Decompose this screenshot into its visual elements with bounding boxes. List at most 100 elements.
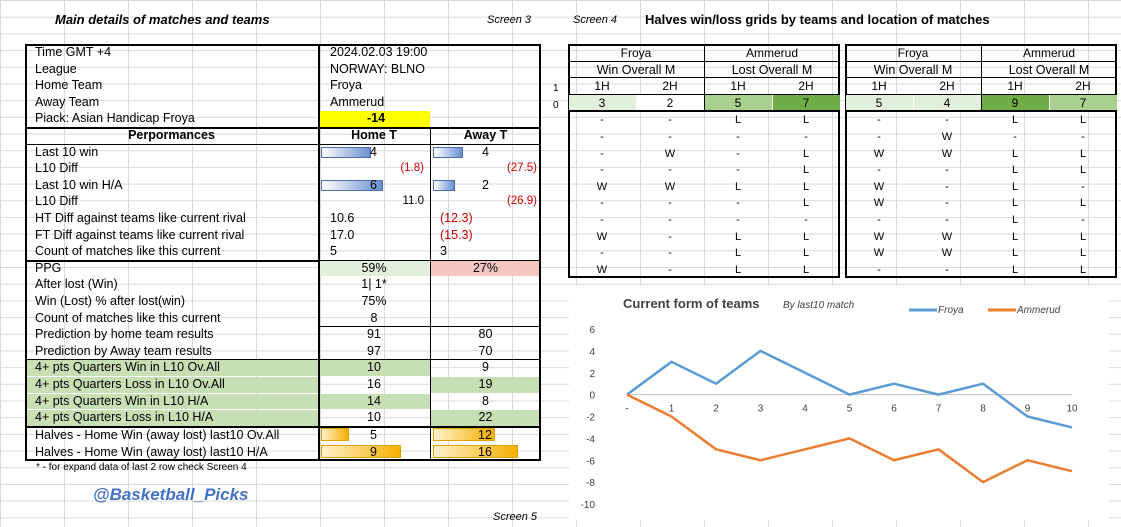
grid-result-cell: L bbox=[1011, 214, 1019, 226]
quarter-away-value: 8 bbox=[482, 393, 489, 408]
ppg-home-value: 8 bbox=[370, 310, 378, 325]
ppg-away-value bbox=[430, 276, 541, 293]
home-data-bar bbox=[321, 179, 383, 191]
grid-result-cell: - bbox=[804, 214, 808, 226]
grid-result-cell: - bbox=[736, 147, 740, 160]
perf-away-value: (27.5) bbox=[506, 162, 537, 175]
grid-result-cell: L bbox=[802, 247, 810, 260]
halves-row-label: Halves - Home Win (away lost) last10 Ov.… bbox=[35, 427, 280, 442]
ppg-row-label: Count of matches like this current bbox=[35, 310, 221, 325]
grid-result-cell: W bbox=[664, 147, 676, 160]
grid-result-cell: - bbox=[1013, 131, 1017, 143]
grid-result-cell: W bbox=[873, 247, 885, 260]
grid-result-cell: - bbox=[600, 114, 604, 127]
perf-away-value: 2 bbox=[482, 177, 489, 192]
y-tick-label: -4 bbox=[586, 434, 595, 445]
perf-away-value: (26.9) bbox=[506, 195, 537, 208]
grid-result-cell: L bbox=[1011, 180, 1019, 193]
halves-away-bar bbox=[433, 445, 518, 459]
grid-result-cell: - bbox=[945, 214, 949, 226]
grid-half-label: 1H bbox=[871, 79, 887, 94]
ppg-row-label: Prediction by Away team results bbox=[35, 343, 212, 358]
detail-label: Away Team bbox=[35, 94, 100, 109]
grid-result-cell: L bbox=[1079, 197, 1087, 210]
grid-result-cell: L bbox=[1079, 147, 1087, 160]
quarter-away-fill bbox=[431, 377, 539, 393]
grid-count: 3 bbox=[598, 95, 606, 110]
grid-result-cell: - bbox=[1081, 180, 1085, 193]
row-marker-0: 0 bbox=[553, 100, 559, 111]
grid-count-fill bbox=[773, 94, 840, 111]
grid-count: 7 bbox=[802, 95, 810, 110]
grid-result-cell: L bbox=[1011, 247, 1019, 260]
grid-result-cell: W bbox=[873, 147, 885, 160]
grid-result-cell: - bbox=[736, 164, 740, 177]
grid-result-cell: L bbox=[734, 230, 742, 243]
quarter-home-value: 16 bbox=[367, 377, 381, 391]
perf-row-label: HT Diff against teams like current rival bbox=[35, 211, 246, 225]
x-tick-label: 6 bbox=[891, 404, 897, 415]
ppg-home-value: 75% bbox=[361, 294, 387, 308]
grid-count-fill bbox=[982, 94, 1049, 111]
perf-header-away: Away T bbox=[463, 128, 508, 142]
grid-result-cell: W bbox=[664, 180, 676, 193]
ppg-away-value: 80 bbox=[478, 327, 493, 342]
halves-row-label: Halves - Home Win (away lost) last10 H/A bbox=[35, 445, 268, 460]
grid-result-cell: L bbox=[734, 114, 742, 127]
quarter-label-fill bbox=[27, 377, 318, 393]
halves-home-bar bbox=[321, 445, 401, 459]
grid-result-cell: W bbox=[596, 263, 608, 276]
ppg-home-fill bbox=[320, 260, 430, 277]
grid-divider bbox=[568, 60, 840, 62]
series-line-froya bbox=[626, 349, 1073, 429]
grid-result-cell: - bbox=[1081, 214, 1085, 226]
grid-divider bbox=[845, 60, 1117, 62]
grid-result-cell: L bbox=[1079, 230, 1087, 243]
screen3-label: Screen 3 bbox=[487, 14, 532, 26]
halves-away-value: 16 bbox=[478, 445, 492, 460]
perf-home-value: 17.0 bbox=[330, 227, 355, 242]
table-border bbox=[25, 44, 541, 461]
legend-label-froya: Froya bbox=[938, 305, 964, 316]
grid-result-cell: L bbox=[1011, 147, 1019, 160]
grid-result-cell: L bbox=[1011, 197, 1019, 210]
x-tick-label: 10 bbox=[1066, 404, 1078, 415]
perf-home-value: 4 bbox=[370, 144, 377, 159]
grid-result-cell: W bbox=[941, 147, 953, 160]
halves-home-value: 9 bbox=[370, 445, 377, 460]
grid-result-cell: - bbox=[668, 263, 672, 276]
perf-away-value: (15.3) bbox=[440, 227, 473, 242]
grid-divider bbox=[845, 77, 1117, 79]
grid-team-name: Froya bbox=[620, 46, 652, 60]
grid-result-cell: L bbox=[802, 180, 810, 193]
grid-result-cell: W bbox=[873, 230, 885, 243]
grid-count-fill bbox=[846, 94, 913, 111]
ppg-home-value: 1| 1* bbox=[361, 277, 387, 292]
quarter-home-value: 10 bbox=[367, 410, 381, 425]
quarter-home-value: 10 bbox=[367, 360, 381, 375]
grid-result-cell: - bbox=[804, 131, 808, 143]
x-tick-label: 8 bbox=[980, 404, 986, 415]
ppg-row-label: PPG bbox=[35, 260, 62, 275]
footnote: * - for expand data of last 2 row check … bbox=[36, 462, 247, 473]
grid-result-cell: - bbox=[668, 230, 672, 243]
grid-result-cell: L bbox=[1079, 247, 1087, 260]
perf-row-label: L10 Diff bbox=[35, 161, 78, 176]
quarter-label-fill bbox=[27, 410, 318, 426]
quarter-home-fill bbox=[320, 360, 430, 376]
quarter-away-fill bbox=[431, 410, 539, 426]
grid-half-label: 1H bbox=[594, 79, 610, 94]
grid-result-cell: - bbox=[945, 164, 949, 177]
grid-result-cell: L bbox=[802, 230, 810, 243]
x-tick-label: 7 bbox=[936, 404, 942, 415]
grid-count-fill bbox=[705, 94, 772, 111]
twitter-handle[interactable]: @Basketball_Picks bbox=[93, 485, 249, 504]
grid-result-cell: - bbox=[600, 197, 604, 210]
perf-away-value: 3 bbox=[440, 244, 447, 259]
pick-highlight bbox=[320, 111, 430, 127]
grid-divider bbox=[845, 110, 1117, 113]
pick-value: -14 bbox=[366, 111, 386, 126]
grid-count: 4 bbox=[943, 95, 951, 110]
grid-half-label: 2H bbox=[798, 79, 814, 94]
